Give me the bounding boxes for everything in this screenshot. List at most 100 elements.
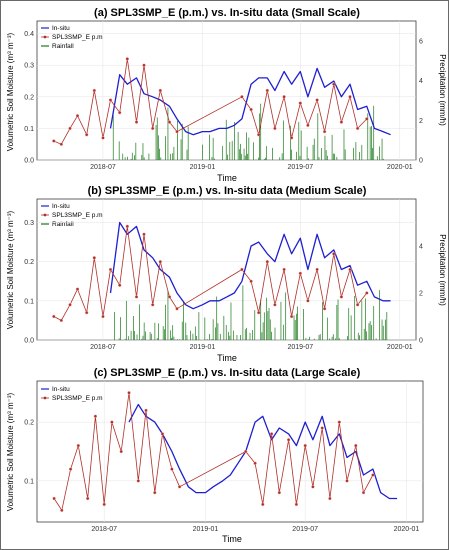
- panel-c-xtick-label: 2020-01: [394, 526, 420, 533]
- panel-a-smap-point: [257, 132, 261, 137]
- panel-c-ytick-label: 0.2: [24, 420, 34, 427]
- panel-b-smap-point: [348, 267, 352, 272]
- panel-b-smap-point: [158, 260, 163, 264]
- panel-b-smap-point: [150, 303, 155, 307]
- panel-c-title: (c) SPL3SMP_E (p.m.) vs. In-situ data (L…: [94, 367, 361, 379]
- panel-c-smap-point: [337, 420, 341, 424]
- panel-c-smap-point: [170, 467, 174, 471]
- panel-c-smap-point: [102, 502, 106, 507]
- panel-c-smap-point: [361, 490, 366, 495]
- panel-a-smap-point: [282, 95, 286, 99]
- panel-a-smap-point: [332, 82, 336, 86]
- panel-c-smap-point: [119, 449, 123, 454]
- panel-b-legend-smap: SPL3SMP_E p.m: [52, 212, 103, 219]
- panel-b-xtick-label: 2018-07: [90, 344, 116, 351]
- panel-b-y2tick-label: 0: [419, 338, 423, 345]
- panel-a-y2tick-label: 4: [419, 78, 423, 85]
- panel-c-insitu-line: [128, 403, 398, 500]
- panel-b-ytick-label: 0.2: [24, 259, 34, 266]
- panel-c-smap-line: [53, 392, 374, 511]
- panel-a-insitu-line: [109, 67, 391, 136]
- panel-a-legend-insitu: In-situ: [52, 25, 70, 32]
- panel-a-smap-line: [53, 58, 368, 145]
- panel-b-smap-point: [240, 267, 244, 272]
- panel-b-smap-point: [167, 295, 172, 299]
- panel-a-smap-point: [134, 120, 139, 124]
- panel-a-ytick-label: 0.4: [24, 31, 34, 38]
- panel-c-legend-insitu: In-situ: [52, 386, 70, 393]
- panel-b-legend: In-situ SPL3SMP_E p.m Rainfall: [41, 203, 103, 228]
- panel-c-smap-point: [144, 408, 148, 413]
- panel-b-smap-point: [282, 267, 286, 272]
- panel-b-smap-point: [289, 314, 294, 319]
- panel-c-smap-point: [52, 496, 56, 501]
- panel-b-smap-point: [84, 310, 89, 315]
- panel-b-legend-smap-marker: [43, 213, 47, 217]
- panel-a-smap-point: [84, 132, 89, 137]
- panel-a-ytick-label: 0.3: [24, 63, 34, 70]
- panel-a-xtick-label: 2020-01: [387, 164, 413, 171]
- panel-a-smap-point: [365, 117, 369, 121]
- panel-c-smap-point: [277, 490, 281, 495]
- panel-c-smap-point: [153, 490, 157, 495]
- panel-a-smap-point: [348, 95, 352, 99]
- panel-a-legend-smap-marker: [43, 35, 47, 39]
- panel-c-smap-point: [93, 414, 98, 418]
- panel-a-legend: In-situ SPL3SMP_E p.m Rainfall: [41, 25, 103, 50]
- panel-c-smap-point: [294, 502, 299, 507]
- panel-b-smap-point: [142, 232, 146, 237]
- panel-a-smap-point: [125, 57, 130, 61]
- panel-a-ytick-label: 0.2: [24, 94, 34, 101]
- panel-c-plot-border: [36, 380, 424, 523]
- panel-b-title: (b) SPL3SMP_E (p.m.) vs. In-situ data (M…: [88, 185, 367, 197]
- panel-b-smap-point: [249, 279, 253, 283]
- panel-b-smap-point: [322, 307, 327, 311]
- panel-a-smap-point: [117, 110, 122, 115]
- panel-b-smap-point: [52, 314, 56, 319]
- panel-c-smap-point: [311, 485, 315, 489]
- panel-b-smap-point: [273, 303, 277, 307]
- panel-c-smap-point: [177, 485, 182, 489]
- panel-c-ylabel: Volumetric Soil Moisture (m³ m⁻³): [6, 392, 15, 511]
- panel-a-smap-point: [322, 129, 327, 134]
- panel-a-smap-point: [240, 95, 244, 99]
- panel-a-y2label: Precipitation (mm/h): [438, 54, 447, 126]
- panel-c-xlabel: Time: [222, 534, 242, 544]
- panel-c-smap-point: [371, 473, 375, 477]
- panel-a-smap-point: [52, 139, 56, 143]
- panel-a-title: (a) SPL3SMP_E (p.m.) vs. In-situ data (S…: [94, 7, 360, 19]
- panel-b-smap-point: [365, 291, 369, 295]
- panel-b-xtick-label: 2020-01: [387, 344, 413, 351]
- panel-b-smap-point: [175, 307, 179, 311]
- panel-c-smap-point: [320, 426, 324, 430]
- panel-a-smap-point: [355, 126, 360, 131]
- panel-b: (b) SPL3SMP_E (p.m.) vs. In-situ data (M…: [6, 185, 447, 363]
- panel-b-smap-point: [117, 283, 122, 287]
- panel-a-smap-point: [101, 136, 105, 140]
- panel-a-smap-point: [158, 88, 163, 93]
- panel-b-smap-point: [332, 252, 336, 256]
- panel-a-smap-point: [249, 107, 253, 112]
- panel-c-smap-point: [60, 508, 64, 512]
- panel-c-smap-point: [253, 461, 257, 465]
- panel-c-smap-point: [85, 496, 90, 501]
- panel-b-xlabel: Time: [217, 353, 237, 363]
- panel-b-xtick-label: 2019-07: [287, 344, 313, 351]
- panel-a-ytick-label: 0.0: [24, 158, 34, 165]
- panel-b-legend-rain: Rainfall: [52, 221, 74, 228]
- panel-c-smap-point: [261, 502, 265, 507]
- panel-a-xtick-label: 2018-07: [90, 164, 116, 171]
- panel-a-smap-point: [75, 114, 80, 118]
- panel-b-y2tick-label: 4: [419, 244, 423, 251]
- panel-b-smap-point: [257, 310, 261, 315]
- panel-b-smap-point: [75, 287, 80, 291]
- panel-a-legend-rain: Rainfall: [52, 43, 74, 50]
- panel-b-y2label: Precipitation (mm/h): [438, 234, 447, 306]
- panel-a-smap-point: [315, 98, 319, 102]
- panel-b-smap-point: [339, 295, 344, 299]
- panel-a-smap-point: [150, 126, 155, 131]
- panel-a-smap-point: [142, 63, 146, 67]
- panel-c-ytick-label: 0.1: [24, 478, 34, 485]
